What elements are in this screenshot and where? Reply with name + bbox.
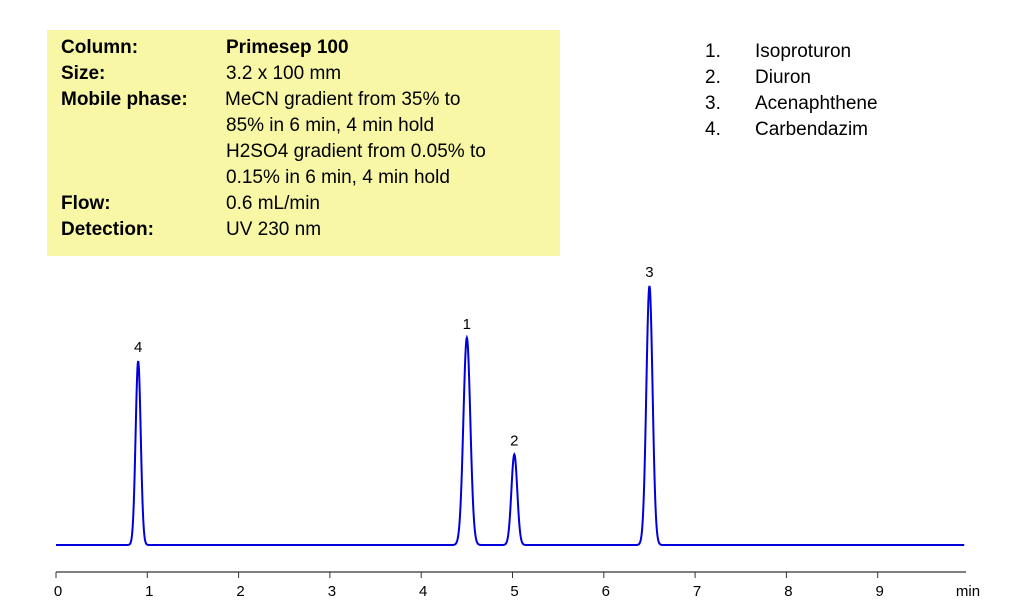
- legend-compound: Carbendazim: [755, 119, 868, 140]
- x-tick-label: 7: [693, 583, 701, 600]
- x-tick-label: 3: [328, 583, 336, 600]
- info-value: Primesep 100: [226, 37, 349, 58]
- method-info-box: Column: Primesep 100 Size: 3.2 x 100 mm Mobi…: [47, 30, 560, 256]
- info-value: 85% in 6 min, 4 min hold: [226, 115, 435, 136]
- peak-label: 3: [645, 264, 653, 281]
- info-value: 0.6 mL/min: [226, 193, 320, 214]
- legend-number: 3.: [705, 93, 721, 114]
- peak-label: 2: [510, 432, 518, 449]
- x-tick-label: 0: [54, 583, 62, 600]
- info-label: Column:: [61, 37, 139, 58]
- x-tick-label: 1: [145, 583, 153, 600]
- x-tick-label: 8: [784, 583, 792, 600]
- legend-compound: Acenaphthene: [755, 93, 878, 114]
- info-value: 0.15% in 6 min, 4 min hold: [226, 167, 450, 188]
- x-tick-label: 2: [236, 583, 244, 600]
- info-value: MeCN gradient from 35% to: [225, 89, 461, 110]
- x-tick-label: 6: [602, 583, 610, 600]
- legend-number: 1.: [705, 41, 721, 62]
- legend-number: 2.: [705, 67, 721, 88]
- info-value: H2SO4 gradient from 0.05% to: [226, 141, 486, 162]
- info-label: Mobile phase:: [61, 89, 188, 110]
- info-value: UV 230 nm: [226, 219, 322, 240]
- chromatogram-trace: [56, 285, 965, 546]
- info-label: Size:: [61, 63, 106, 84]
- peak-label: 1: [463, 316, 471, 333]
- peak-label: 4: [134, 339, 142, 356]
- x-tick-label: 9: [876, 583, 884, 600]
- info-label: Flow:: [61, 193, 111, 214]
- legend-compound: Isoproturon: [755, 41, 852, 62]
- x-tick-label: 4: [419, 583, 427, 600]
- info-value: 3.2 x 100 mm: [226, 63, 342, 84]
- legend-number: 4.: [705, 119, 721, 140]
- info-label: Detection:: [61, 219, 154, 240]
- x-axis-label: min: [956, 583, 980, 600]
- legend-compound: Diuron: [755, 67, 811, 88]
- x-tick-label: 5: [510, 583, 518, 600]
